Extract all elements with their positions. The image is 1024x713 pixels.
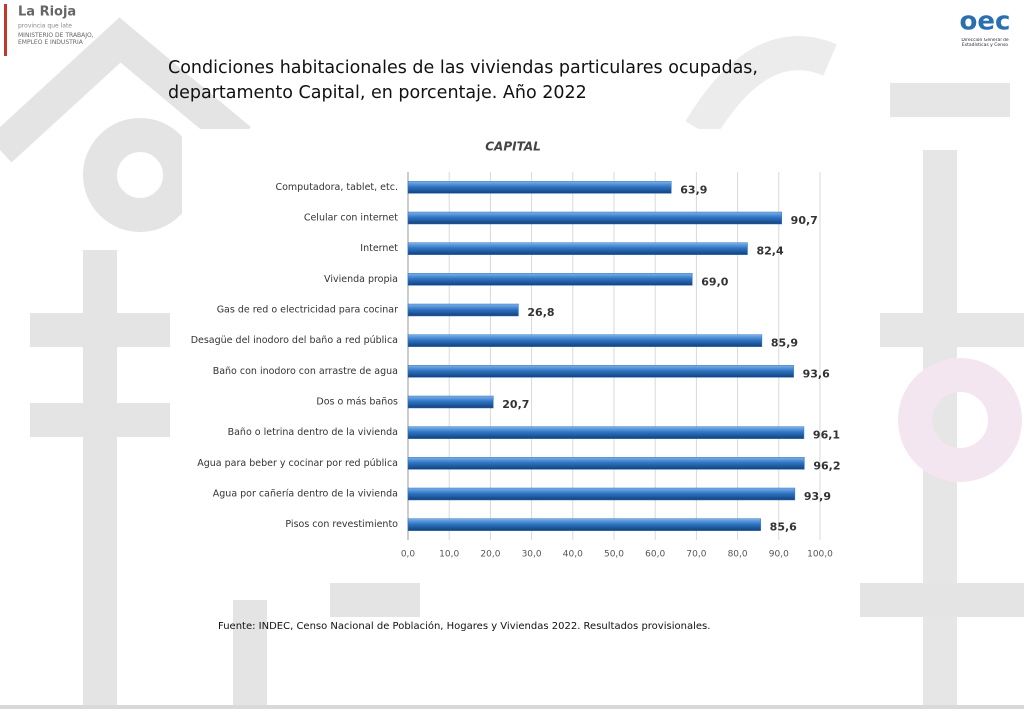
value-label: 85,9 [771, 337, 798, 350]
x-tick-label: 70,0 [686, 550, 706, 560]
y-tick-label: Gas de red o electricidad para cocinar [217, 305, 398, 316]
y-tick-label: Computadora, tablet, etc. [275, 182, 398, 193]
title-box: Condiciones habitacionales de las vivien… [168, 58, 758, 103]
y-tick-label: Desagüe del inodoro del baño a red públi… [191, 335, 398, 346]
ministry-box: MINISTERIO DE TRABAJO, EMPLEO E INDUSTRI… [18, 32, 94, 46]
y-tick-label: Internet [360, 243, 398, 254]
value-label: 26,8 [527, 306, 554, 319]
logo-right: oec [960, 7, 1011, 37]
y-tick-label: Vivienda propia [324, 274, 398, 285]
logo-right-caption: Dirección General de Estadísticas y Cens… [961, 38, 1009, 48]
value-label: 90,7 [791, 214, 818, 227]
y-tick-label: Dos o más baños [316, 397, 398, 408]
source: Fuente: INDEC, Censo Nacional de Poblaci… [218, 620, 710, 632]
bar [407, 487, 796, 501]
x-tick-label: 80,0 [728, 550, 748, 560]
value-label: 96,1 [813, 429, 840, 442]
x-tick-label: 60,0 [645, 550, 665, 560]
y-tick-label: Agua para beber y cocinar por red públic… [197, 458, 398, 469]
value-label: 63,9 [680, 183, 707, 196]
x-tick-label: 100,0 [807, 550, 833, 560]
bar [407, 365, 794, 378]
bar [407, 518, 761, 531]
bar [407, 395, 494, 409]
x-tick-label: 10,0 [439, 550, 459, 560]
value-label: 96,2 [813, 459, 840, 472]
y-tick-label: Pisos con revestimiento [285, 519, 398, 530]
x-tick-label: 30,0 [522, 550, 542, 560]
x-tick-label: 40,0 [563, 550, 583, 560]
bar [407, 181, 672, 194]
x-tick-label: 50,0 [604, 550, 624, 560]
value-label: 85,6 [770, 521, 797, 534]
bottom-border [0, 705, 1024, 709]
chart-area [182, 129, 844, 569]
value-label: 93,9 [804, 490, 831, 503]
slide-title: Condiciones habitacionales de las vivien… [168, 58, 758, 103]
y-tick-label: Baño o letrina dentro de la vivienda [228, 427, 398, 438]
bar [407, 273, 693, 286]
logo-left: La Rioja [18, 5, 76, 20]
ministry: MINISTERIO DE TRABAJO, EMPLEO E INDUSTRI… [18, 32, 94, 46]
y-tick-label: Agua por cañería dentro de la vivienda [213, 489, 398, 500]
value-label: 20,7 [502, 398, 529, 411]
x-tick-label: 90,0 [769, 550, 789, 560]
bar [407, 457, 805, 470]
logo-tagline: provincia que late [18, 23, 72, 30]
value-label: 93,6 [803, 367, 830, 380]
x-tick-label: 0,0 [401, 550, 416, 560]
bar [407, 211, 782, 225]
x-tick-label: 20,0 [480, 550, 500, 560]
logo-bar [4, 4, 7, 56]
value-label: 69,0 [701, 275, 728, 288]
y-tick-label: Celular con internet [304, 213, 398, 224]
bar [407, 242, 748, 255]
background-decoration [0, 17, 1024, 709]
value-label: 82,4 [756, 245, 783, 258]
oec-caption-box: Dirección General de Estadísticas y Cens… [961, 38, 1009, 48]
y-tick-label: Baño con inodoro con arrastre de agua [213, 366, 398, 377]
chart-title: CAPITAL [485, 140, 541, 154]
bar [407, 334, 763, 347]
bar [407, 426, 805, 439]
bar [407, 303, 519, 317]
